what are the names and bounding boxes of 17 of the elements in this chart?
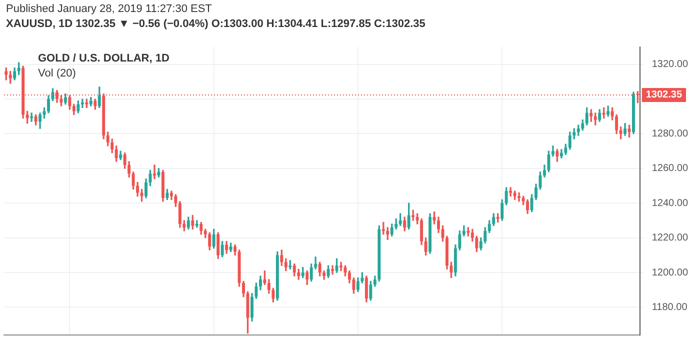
text: GOLD / U.S. DOLLAR, 1D (38, 52, 170, 65)
ref-line-label: 1302.35 (646, 90, 682, 101)
candlestick (340, 262, 342, 272)
text: Published January 28, 2019 11:27:30 EST (5, 2, 213, 17)
y-tick-label: 1260.00 (652, 163, 688, 174)
chart-subtitle: XAUUSD, 1D 1302.35 ▼ −0.56 (−0.04%) O:1303.00 H:1304.41 L:1297.85 C:1302.35 (5, 17, 426, 32)
candlestick (153, 164, 156, 180)
candlestick (80, 98, 84, 108)
y-tick-label: 1320.00 (652, 59, 688, 70)
annotation: Vol (20) (38, 68, 76, 80)
y-tick-label: 1240.00 (652, 198, 688, 209)
y-tick-label: 1200.00 (652, 267, 688, 278)
y-tick-label: 1220.00 (652, 232, 688, 244)
candlestick (518, 192, 521, 202)
y-tick-label: 1280.00 (652, 128, 688, 140)
candlestick (331, 265, 334, 275)
y-tick-label: 1180.00 (652, 302, 688, 313)
